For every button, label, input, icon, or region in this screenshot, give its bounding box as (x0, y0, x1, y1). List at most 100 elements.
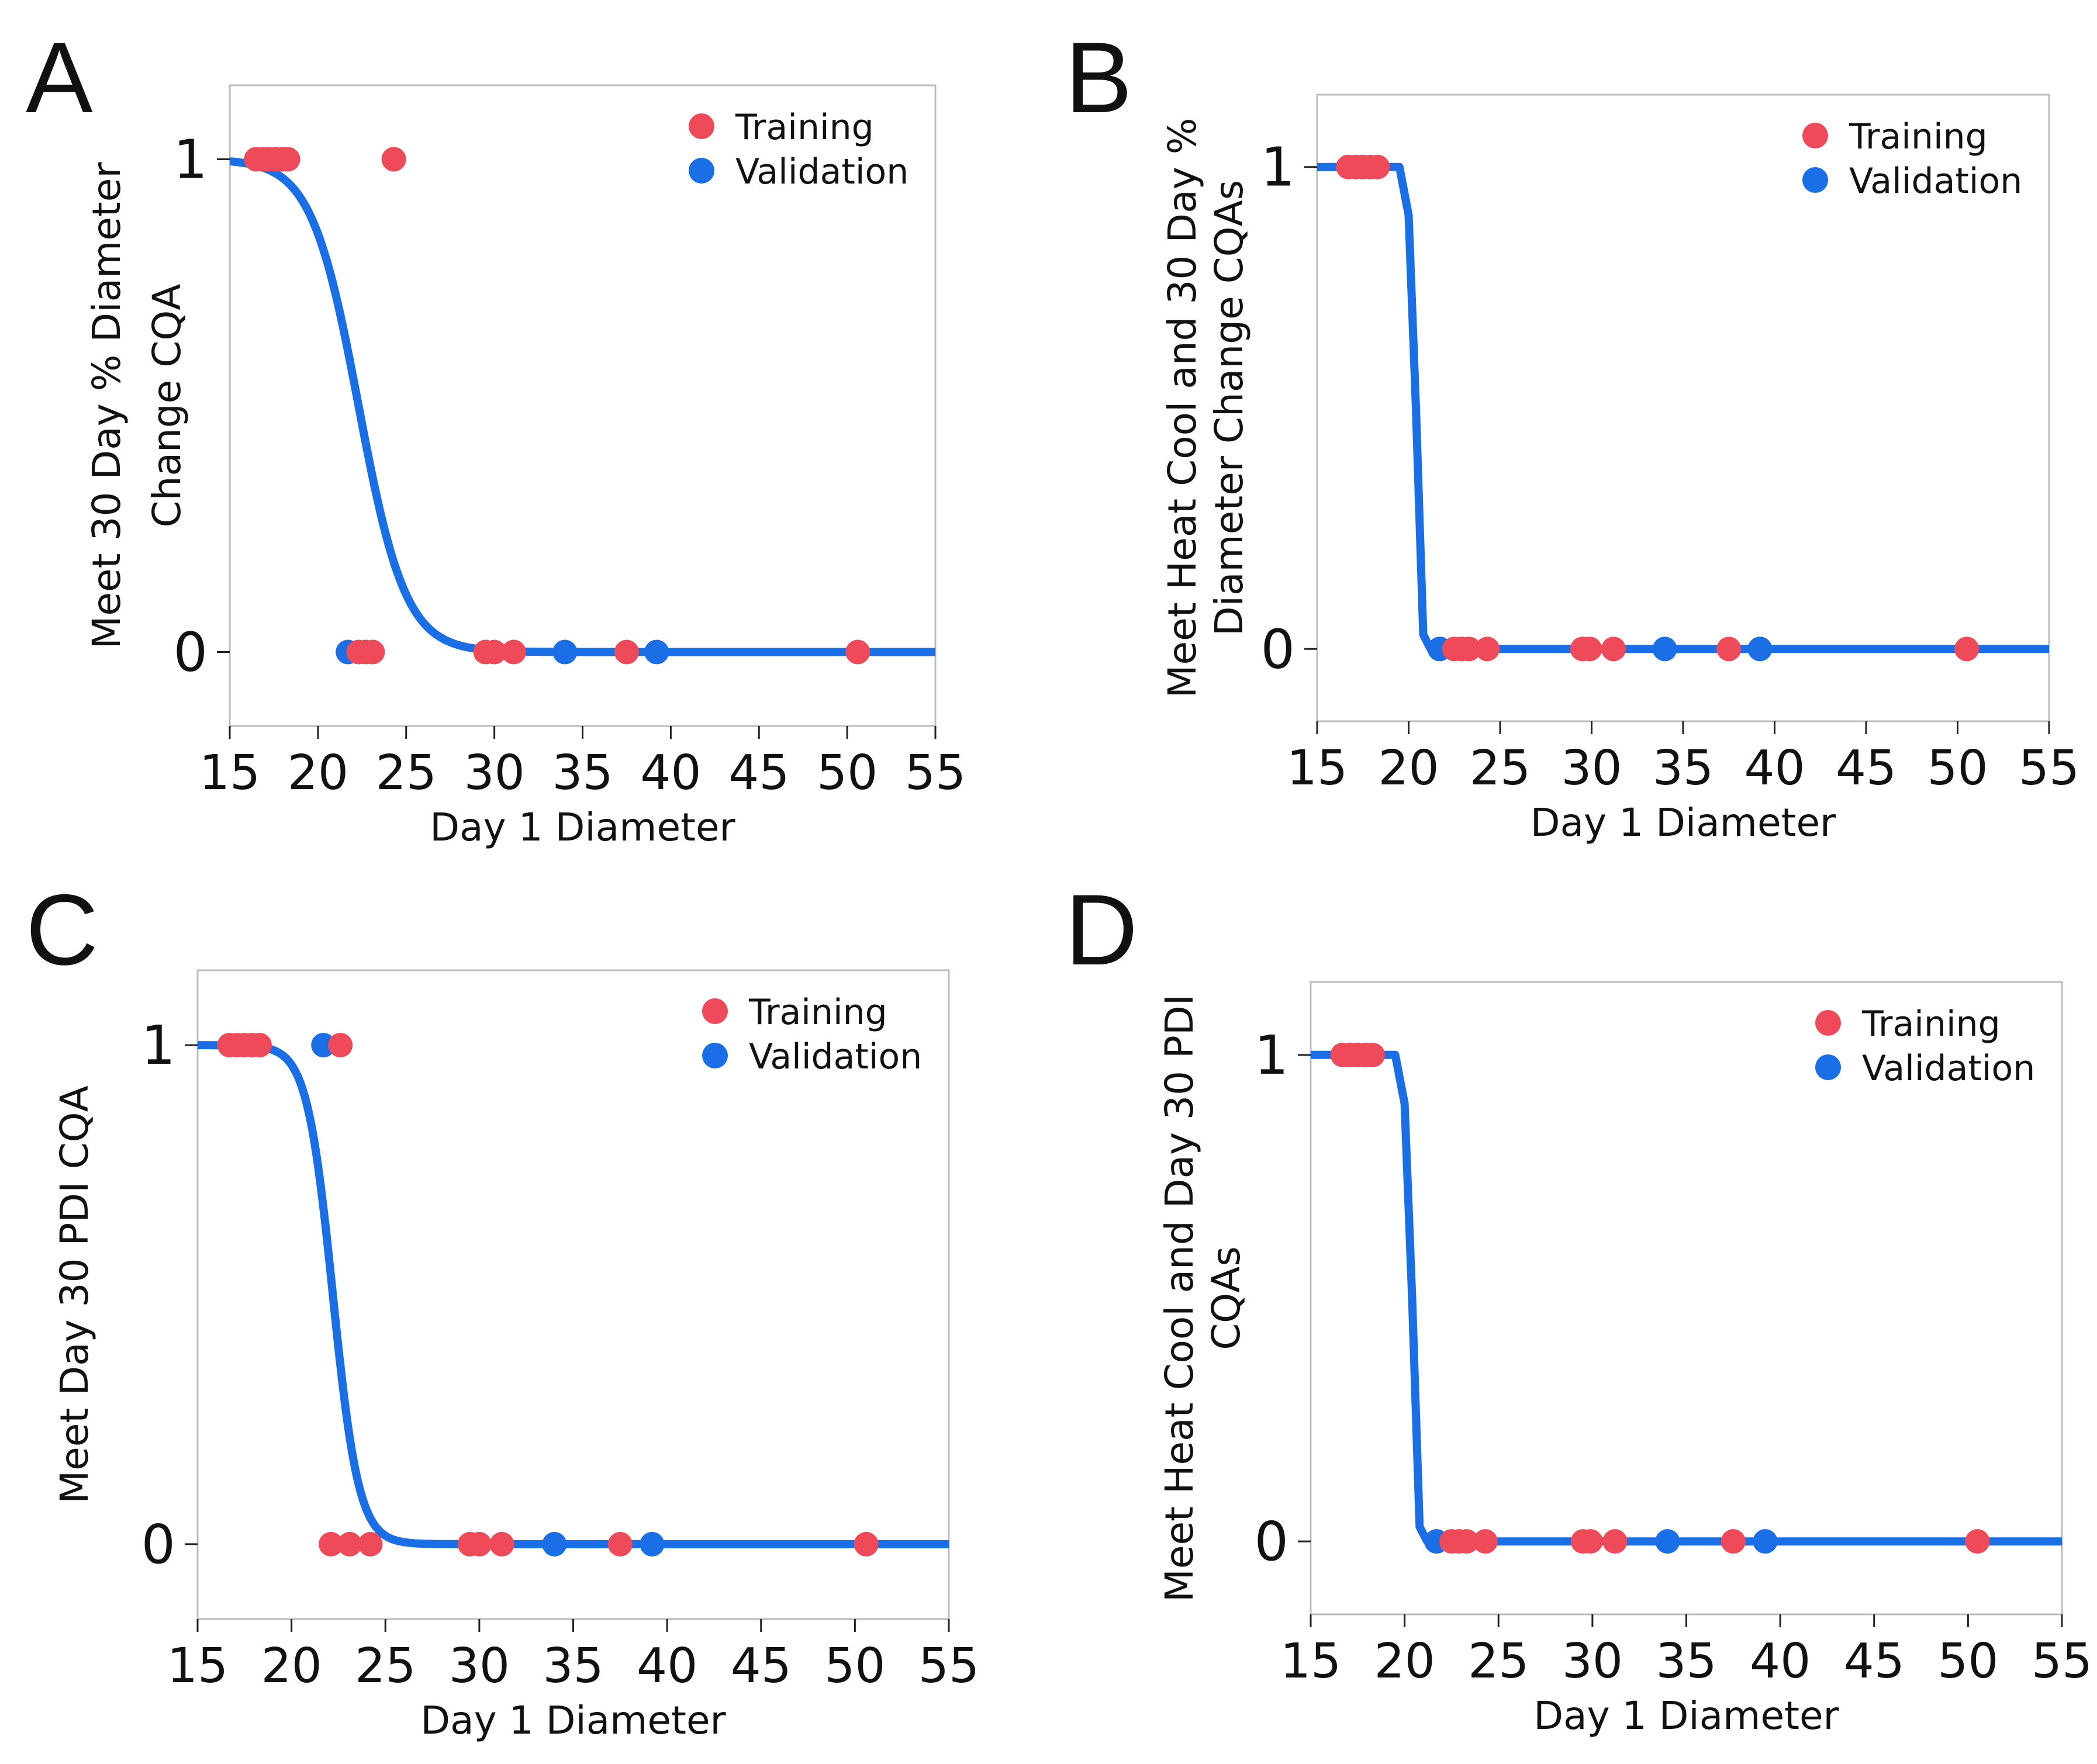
data-point-training (360, 639, 385, 665)
legend-marker-training (1802, 123, 1828, 148)
data-point-training (275, 147, 300, 172)
fit-curve (1317, 162, 2049, 653)
data-point-training (337, 1531, 362, 1557)
x-tick-label: 35 (552, 745, 613, 801)
x-tick-label: 55 (918, 1638, 979, 1694)
data-point-training (1716, 637, 1742, 662)
data-point-validation (640, 1531, 665, 1557)
data-point-training (381, 147, 406, 172)
x-tick-label: 15 (1287, 741, 1348, 796)
data-point-training (319, 1531, 344, 1557)
x-tick-label: 35 (543, 1638, 603, 1694)
data-point-validation (552, 639, 578, 665)
x-tick-label: 25 (355, 1638, 416, 1694)
legend-label-validation: Validation (1862, 1048, 2035, 1089)
panel-letter: A (26, 22, 93, 134)
data-point-validation (1652, 637, 1677, 662)
panel-a: A 15 20 25 30 35 40 45 50 55 0 1 Day 1 Diameter Meet … (26, 22, 966, 850)
x-tick-label: 30 (464, 745, 524, 801)
data-point-training (1601, 637, 1626, 662)
data-point-validation (1753, 1529, 1778, 1554)
legend-label-validation: Validation (735, 151, 908, 192)
data-point-training (1965, 1529, 1990, 1554)
data-point-training (328, 1033, 353, 1058)
x-axis-label: Day 1 Diameter (1533, 1693, 1839, 1738)
data-point-training (482, 639, 507, 665)
legend-marker-training (1815, 1010, 1841, 1036)
x-tick-label: 40 (1750, 1634, 1811, 1689)
y-axis-label: Meet Day 30 PDI CQA (52, 1085, 97, 1504)
legend-label-training: Training (1861, 1004, 2001, 1044)
y-tick-label: 0 (1254, 1510, 1288, 1573)
legend-label-validation: Validation (749, 1036, 922, 1077)
panel-letter: C (26, 874, 98, 986)
data-point-training (1475, 637, 1500, 662)
data-point-training (1473, 1529, 1498, 1554)
data-point-validation (311, 1033, 336, 1058)
x-tick-label: 15 (199, 745, 260, 801)
data-point-validation (1655, 1529, 1680, 1554)
legend-marker-training (702, 998, 728, 1024)
legend-label-validation: Validation (1849, 161, 2022, 202)
data-point-training (1954, 637, 1979, 662)
y-tick-label: 1 (173, 128, 208, 191)
x-tick-label: 20 (261, 1638, 322, 1694)
fit-curve (230, 157, 935, 656)
data-point-training (1721, 1529, 1746, 1554)
y-axis-label: Diameter Change CQAs (1207, 180, 1252, 636)
x-tick-label: 55 (905, 745, 966, 801)
x-tick-label: 30 (1561, 741, 1622, 796)
legend-label-training: Training (1849, 116, 1988, 157)
data-point-training (1456, 637, 1481, 662)
x-tick-label: 15 (167, 1638, 228, 1694)
panel-d: D 15 20 25 30 35 40 45 50 55 0 1 Day 1 Diameter Meet … (1065, 874, 2092, 1738)
x-tick-label: 55 (2019, 741, 2079, 796)
data-point-training (1360, 1042, 1386, 1067)
x-tick-label: 25 (1470, 741, 1531, 796)
x-tick-label: 45 (1844, 1634, 1905, 1689)
x-tick-label: 25 (1468, 1634, 1529, 1689)
data-point-training (607, 1531, 633, 1557)
x-tick-label: 35 (1653, 741, 1713, 796)
data-point-training (501, 639, 526, 665)
legend-marker-training (689, 113, 714, 139)
y-tick-label: 1 (1254, 1024, 1288, 1087)
x-tick-label: 55 (2032, 1634, 2092, 1689)
x-tick-label: 45 (1836, 741, 1896, 796)
panel-b: B 15 20 25 30 35 40 45 50 55 0 1 Day 1 Diameter Meet … (1065, 22, 2079, 845)
x-tick-label: 20 (1374, 1634, 1435, 1689)
x-axis-label: Day 1 Diameter (1531, 800, 1836, 845)
x-tick-label: 40 (1744, 741, 1805, 796)
x-tick-label: 20 (1378, 741, 1439, 796)
panel-letter: D (1065, 874, 1138, 986)
data-point-training (1578, 1529, 1603, 1554)
x-tick-label: 30 (1562, 1634, 1623, 1689)
data-point-training (467, 1531, 492, 1557)
data-point-validation (644, 639, 669, 665)
legend-label-training: Training (735, 107, 874, 148)
data-point-training (1365, 154, 1390, 179)
x-axis-label: Day 1 Diameter (420, 1698, 726, 1743)
data-point-training (1577, 637, 1602, 662)
x-tick-label: 15 (1280, 1634, 1341, 1689)
y-tick-label: 1 (1260, 136, 1295, 199)
data-point-training (489, 1531, 514, 1557)
x-tick-label: 40 (637, 1638, 697, 1694)
x-tick-label: 45 (731, 1638, 792, 1694)
legend-marker-validation (1815, 1054, 1841, 1080)
y-axis-label: Meet Heat Cool and 30 Day % (1160, 118, 1205, 698)
legend-label-training: Training (748, 992, 887, 1033)
x-axis-label: Day 1 Diameter (430, 805, 735, 850)
x-tick-label: 20 (288, 745, 348, 801)
x-tick-label: 35 (1656, 1634, 1716, 1689)
panel-letter: B (1065, 22, 1132, 134)
fit-curve (198, 1041, 949, 1548)
y-axis-label: Meet Heat Cool and Day 30 PDI (1157, 994, 1202, 1602)
y-axis-label: Meet 30 Day % Diameter (84, 162, 129, 649)
data-point-training (1454, 1529, 1479, 1554)
data-point-training (1602, 1529, 1628, 1554)
x-tick-label: 25 (376, 745, 437, 801)
data-point-training (845, 639, 870, 665)
